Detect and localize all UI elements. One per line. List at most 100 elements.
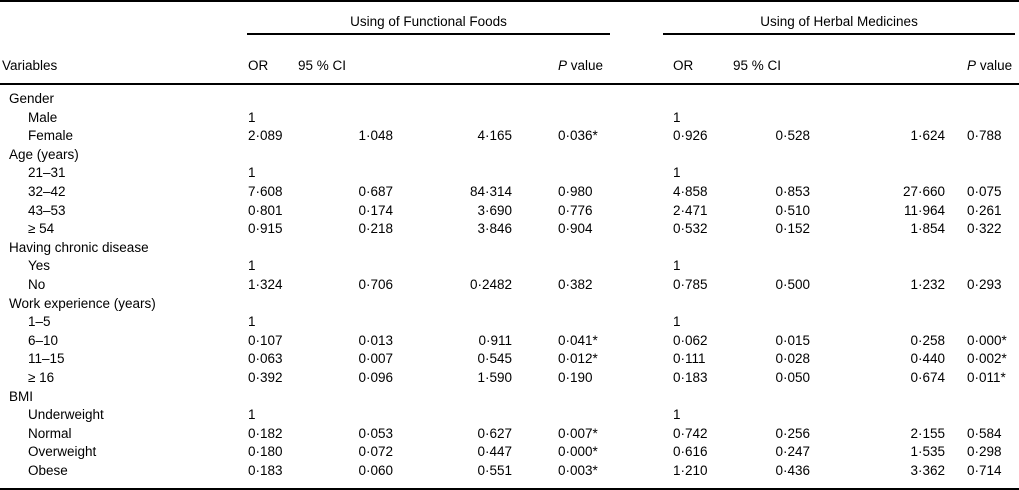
variable-item-label: 32–42: [28, 183, 66, 199]
hm-ci-low-value: 0·853: [775, 183, 811, 199]
hm-p-value: [945, 146, 1019, 165]
hm-ci-high-value: [810, 257, 945, 276]
ff-or-value: 1·324: [248, 276, 283, 292]
variable-item-label: Underweight: [28, 407, 104, 423]
hm-or-value: 0·111: [673, 351, 706, 367]
variable-item-label: Yes: [28, 258, 51, 274]
hm-p-value: 0·293: [967, 276, 1002, 292]
hm-or-value: 1: [673, 165, 681, 181]
ff-or-value: 0·182: [248, 425, 283, 441]
ff-p-value: [512, 164, 620, 183]
ff-ci-high-value: 0·447: [477, 444, 512, 460]
table-row: Age (years): [0, 146, 1019, 165]
ff-p-value: [512, 239, 620, 258]
hm-or-value: 2·471: [673, 202, 708, 218]
ff-ci-low-value: [298, 406, 393, 425]
ff-or-value: 1: [248, 314, 256, 330]
hm-ci-low-value: [733, 146, 810, 165]
hm-ci-high-value: 1·232: [910, 276, 946, 292]
ff-ci-high-value: 3·690: [477, 202, 512, 218]
hm-p-value: 0·002*: [967, 351, 1007, 367]
ff-ci-low-value: [298, 257, 393, 276]
hm-ci-low-value: [733, 406, 810, 425]
variable-item-label: Overweight: [28, 444, 97, 460]
hm-p-value: [945, 239, 1019, 258]
ff-ci-high-value: [393, 109, 512, 128]
hm-ci-low-value: [733, 295, 810, 314]
hm-or-value: 0·926: [673, 128, 708, 144]
variable-item-label: Obese: [28, 462, 68, 478]
hm-or-value: 0·616: [673, 444, 708, 460]
ff-ci-high-value: 0·911: [478, 332, 512, 348]
hm-ci-high-value: 1·854: [910, 221, 946, 237]
variables-column-header: Variables: [0, 35, 237, 85]
hm-p-value: 0·584: [967, 425, 1002, 441]
ff-ci-low-value: [298, 164, 393, 183]
hm-p-italic-label: P: [967, 58, 977, 73]
hm-ci-high-value: 0·674: [910, 369, 946, 385]
ff-or-value: 1: [248, 407, 256, 423]
ff-ci-high-value: 0·627: [477, 425, 512, 441]
group-header-row: Using of Functional Foods Using of Herba…: [0, 1, 1019, 35]
group-header-herbal-medicines: Using of Herbal Medicines: [620, 1, 1019, 35]
hm-p-value: 0·261: [967, 202, 1002, 218]
table-row: Having chronic disease: [0, 239, 1019, 258]
ff-p-value: 0·776: [558, 202, 593, 218]
variable-group-label: BMI: [9, 388, 34, 404]
table-row: Underweight 1 1: [0, 406, 1019, 425]
hm-p-value: [945, 257, 1019, 276]
ff-ci-high-value: [393, 257, 512, 276]
ff-ci-high-value: [393, 388, 512, 407]
hm-ci-low-value: 0·256: [775, 425, 811, 441]
functional-foods-header-label: Using of Functional Foods: [350, 14, 507, 29]
table-row: ≥ 16 0·392 0·096 1·590 0·190 0·183 0·050 0·674 0…: [0, 369, 1019, 388]
hm-p-value: 0·788: [967, 128, 1002, 144]
hm-or-column-header: OR: [620, 35, 734, 85]
hm-p-value: 0·075: [967, 183, 1002, 199]
hm-p-value: [945, 109, 1019, 128]
hm-ci-low-value: 0·247: [775, 444, 811, 460]
ff-ci-high-value: 84·314: [469, 183, 512, 199]
hm-p-value: 0·322: [967, 221, 1002, 237]
ff-p-value-column-header: P value: [512, 35, 621, 85]
ff-p-value: [512, 388, 620, 407]
herbal-medicines-header-rule: Using of Herbal Medicines: [663, 14, 1016, 35]
ff-ci-low-value: 0·013: [358, 332, 393, 348]
ff-ci-low-value: 0·053: [358, 425, 393, 441]
table-row: 43–53 0·801 0·174 3·690 0·776 2·471 0·510 11·96…: [0, 202, 1019, 221]
hm-ci-high-value: [810, 406, 945, 425]
hm-ci-low-value: 0·500: [775, 276, 811, 292]
table-row: BMI: [0, 388, 1019, 407]
ff-or-value: 2·089: [248, 128, 283, 144]
ff-p-value: 0·904: [558, 221, 593, 237]
variable-item-label: ≥ 54: [28, 221, 55, 237]
variable-item-label: 6–10: [28, 332, 59, 348]
ff-p-value: 0·382: [558, 276, 593, 292]
ff-ci-low-value: 1·048: [358, 128, 393, 144]
ff-ci-high-value: [393, 295, 512, 314]
hm-or-value: 1: [673, 258, 681, 274]
hm-p-rest-label: value: [979, 58, 1013, 73]
hm-p-value-column-header: P value: [945, 35, 1019, 85]
hm-or-value: 0·742: [673, 425, 708, 441]
hm-ci-low-value: [733, 84, 810, 109]
variable-item-label: Female: [28, 128, 74, 144]
ff-ci-high-value: [393, 239, 512, 258]
ff-p-italic-label: P: [558, 58, 568, 73]
hm-ci-low-value: [733, 109, 810, 128]
hm-ci-high-value: [810, 146, 945, 165]
ff-ci-low-value: [298, 313, 393, 332]
hm-ci-low-value: [733, 388, 810, 407]
ff-or-value: 0·180: [248, 444, 283, 460]
hm-ci-high-value: 11·964: [903, 202, 946, 218]
table-row: 1–5 1 1: [0, 313, 1019, 332]
hm-p-value: [945, 406, 1019, 425]
hm-or-value: 1: [673, 314, 681, 330]
ff-ci-low-value: 0·096: [358, 369, 393, 385]
hm-or-value: 4·858: [673, 183, 708, 199]
ff-or-value: [237, 239, 298, 258]
hm-or-value: 0·062: [673, 332, 708, 348]
ff-ci-low-value: [298, 146, 393, 165]
ff-ci-high-value: [393, 164, 512, 183]
hm-ci-high-value: 1·624: [910, 128, 946, 144]
